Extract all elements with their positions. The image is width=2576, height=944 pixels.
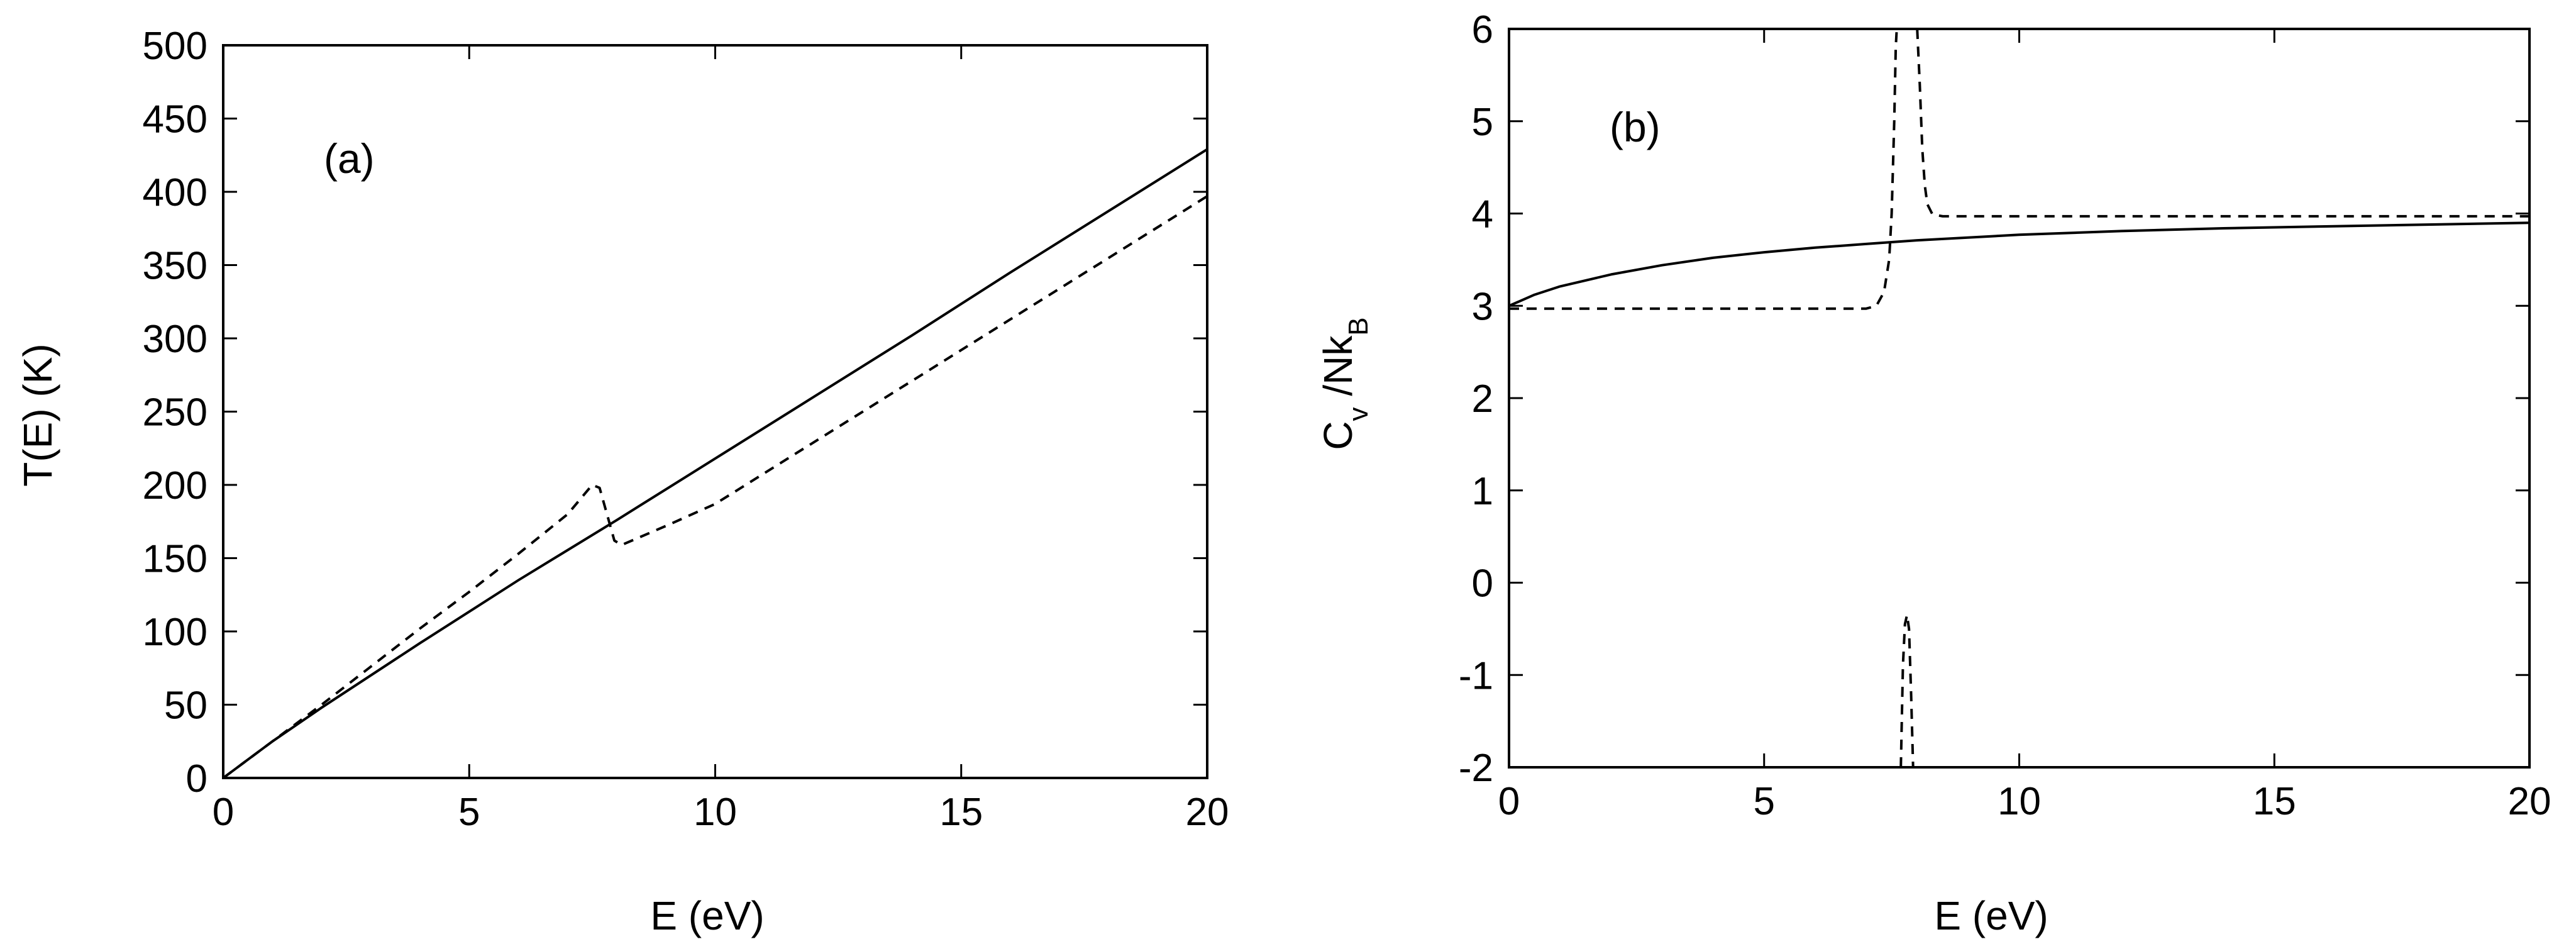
panel-a-x-tick-label: 0: [213, 791, 234, 834]
panel-b-series-dashed-line-segment-1: [1899, 613, 1915, 767]
panel-b-y-tick-label: 5: [1472, 101, 1493, 144]
panel-a-y-tick-label: 350: [143, 245, 207, 288]
panel-b-y-tick-label: 2: [1472, 377, 1493, 421]
panel-a-x-tick-label: 10: [694, 791, 737, 834]
panel-a-x-tick-label: 20: [1186, 791, 1229, 834]
panel-b-x-tick-label: 10: [1998, 780, 2041, 823]
panel-a-y-tick-label: 450: [143, 98, 207, 142]
panel-b-label: (b): [1610, 104, 1661, 150]
panel-b-x-axis-label: E (eV): [1934, 893, 2048, 938]
panel-a-series-dashed-line: [223, 195, 1207, 778]
panel-b-y-tick-label: 4: [1472, 193, 1493, 236]
panel-b-series-solid-line: [1509, 221, 2529, 308]
panel-b: (b) E (eV) Cv /NkB 0 5 10 15 20 -2 -1 0 1 2 3 4 5 6: [1315, 8, 2551, 938]
panel-a-y-tick-label: 100: [143, 611, 207, 654]
panel-b-y-tick-label: 1: [1472, 470, 1493, 513]
panel-a: (a) E (eV) T(E) (K) 0 5 10 15 20050100150200…: [15, 25, 1229, 938]
panel-a-x-tick-label: 15: [939, 791, 983, 834]
panel-a-y-tick-label: 50: [164, 684, 207, 728]
panel-a-y-tick-label: 150: [143, 538, 207, 581]
panel-a-y-tick-label: 200: [143, 464, 207, 508]
panel-a-series-solid-line: [223, 148, 1207, 778]
panel-b-series-dashed-line-segment-2: [1916, 29, 2529, 218]
panel-b-y-tick-label: 0: [1472, 562, 1493, 606]
panel-a-x-axis-label: E (eV): [650, 893, 764, 938]
panel-b-y-tick-label: -2: [1459, 747, 1493, 790]
panel-a-y-axis-label: T(E) (K): [15, 343, 60, 487]
panel-b-y-tick-label: 6: [1472, 8, 1493, 52]
panel-a-label: (a): [324, 135, 375, 182]
panel-b-plot-frame: [1508, 28, 2531, 769]
panel-a-y-tick-label: 300: [143, 318, 207, 361]
panel-a-y-tick-label: 250: [143, 391, 207, 435]
panel-b-x-tick-label: 5: [1754, 780, 1775, 823]
panel-b-y-axis-label: Cv /NkB: [1315, 317, 1374, 450]
panel-b-y-tick-label: 3: [1472, 285, 1493, 328]
panel-a-y-tick-label: 500: [143, 25, 207, 68]
panel-b-x-tick-label: 15: [2253, 780, 2296, 823]
panel-b-x-tick-label: 20: [2508, 780, 2551, 823]
panel-b-x-tick-label: 0: [1498, 780, 1520, 823]
panel-b-y-tick-label: -1: [1459, 654, 1493, 697]
panel-a-y-tick-label: 400: [143, 171, 207, 214]
panel-a-x-tick-label: 5: [458, 791, 480, 834]
panel-a-y-tick-label: 0: [186, 757, 207, 801]
panel-b-series-dashed-line-segment-0: [1509, 29, 1898, 310]
